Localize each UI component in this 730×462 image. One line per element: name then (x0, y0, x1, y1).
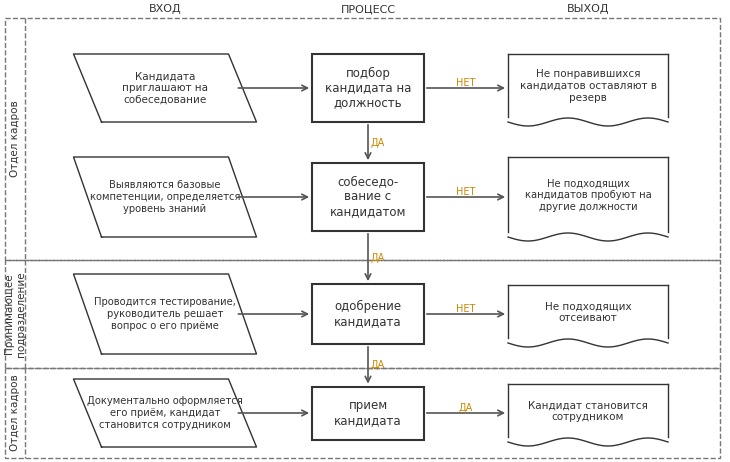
Text: ДА: ДА (371, 360, 385, 370)
Polygon shape (508, 54, 668, 122)
Bar (312, 163, 424, 231)
Text: подбор
кандидата на
должность: подбор кандидата на должность (325, 67, 411, 109)
Polygon shape (74, 379, 256, 447)
Bar (312, 54, 424, 122)
Text: Отдел кадров: Отдел кадров (10, 375, 20, 451)
Text: прием
кандидата: прием кандидата (334, 399, 402, 427)
Text: ВХОД: ВХОД (149, 4, 181, 14)
Polygon shape (74, 54, 256, 122)
Text: Проводится тестирование,
руководитель решает
вопрос о его приёме: Проводится тестирование, руководитель ре… (94, 298, 236, 331)
Text: ДА: ДА (371, 253, 385, 262)
Text: Не подходящих
отсеивают: Не подходящих отсеивают (545, 301, 631, 323)
Text: Выявляются базовые
компетенции, определяется
уровень знаний: Выявляются базовые компетенции, определя… (90, 180, 240, 213)
Bar (312, 284, 424, 344)
Text: Не подходящих
кандидатов пробуют на
другие должности: Не подходящих кандидатов пробуют на друг… (525, 178, 651, 212)
Text: Кандидата
приглашают на
собеседование: Кандидата приглашают на собеседование (122, 72, 208, 104)
Text: ВЫХОД: ВЫХОД (566, 4, 610, 14)
Bar (312, 387, 424, 439)
Text: Не понравившихся
кандидатов оставляют в
резерв: Не понравившихся кандидатов оставляют в … (520, 69, 656, 103)
Text: одобрение
кандидата: одобрение кандидата (334, 300, 402, 328)
Polygon shape (508, 157, 668, 237)
Text: ДА: ДА (371, 138, 385, 147)
Polygon shape (74, 157, 256, 237)
Text: собеседо-
вание с
кандидатом: собеседо- вание с кандидатом (330, 176, 407, 219)
Text: Кандидат становится
сотрудником: Кандидат становится сотрудником (528, 400, 648, 422)
Text: Отдел кадров: Отдел кадров (10, 101, 20, 177)
Text: НЕТ: НЕТ (456, 78, 476, 88)
Bar (5, 368, 720, 458)
Text: Документально оформляется
его приём, кандидат
становится сотрудником: Документально оформляется его приём, кан… (87, 396, 243, 430)
Bar (5, 18, 720, 260)
Text: ДА: ДА (459, 403, 473, 413)
Polygon shape (74, 274, 256, 354)
Polygon shape (508, 285, 668, 343)
Text: НЕТ: НЕТ (456, 187, 476, 197)
Polygon shape (508, 384, 668, 442)
Bar (5, 260, 720, 368)
Text: ПРОЦЕСС: ПРОЦЕСС (340, 4, 396, 14)
Text: Принимающее
подразделение: Принимающее подразделение (4, 271, 26, 357)
Text: НЕТ: НЕТ (456, 304, 476, 314)
